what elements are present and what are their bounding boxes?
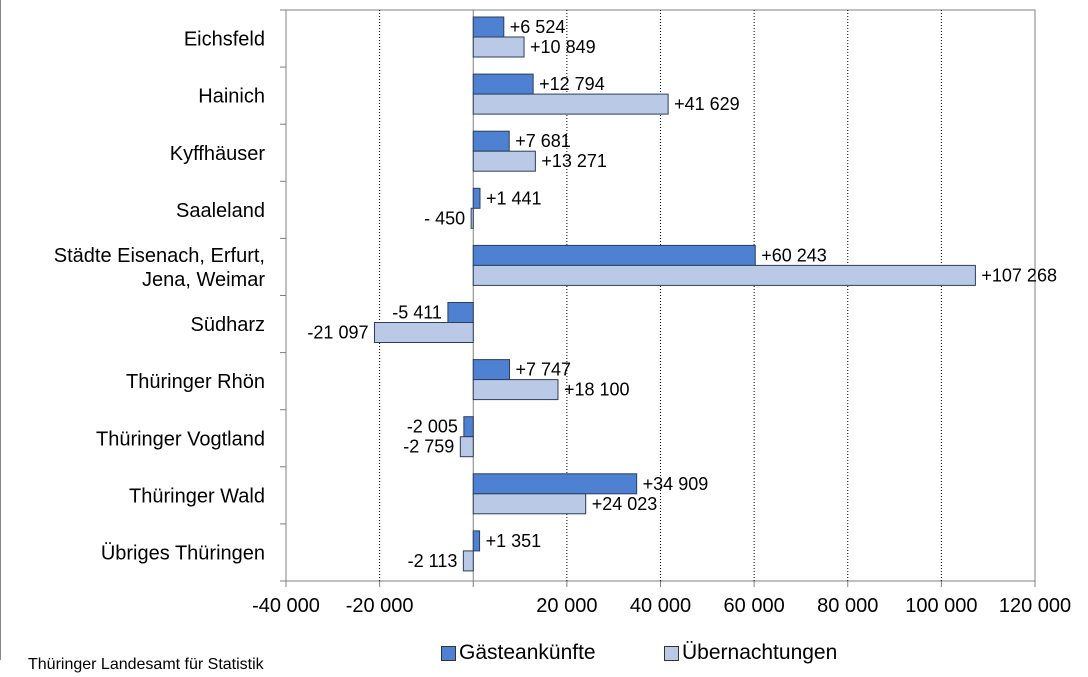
category-label-1: Hainich [198,86,265,108]
bar-s2-c2 [472,150,536,172]
data-label-s2-c5: -21 097 [307,323,368,343]
data-label-s1-c6: +7 747 [516,360,572,380]
bar-s2-c9 [462,550,474,572]
category-label-0: Eichsfeld [184,29,265,51]
bar-s1-c2 [472,130,510,152]
data-label-s2-c8: +24 023 [592,494,658,514]
x-tick-label-7: 100 000 [905,595,977,617]
data-label-s1-c1: +12 794 [539,74,605,94]
category-label-4-line-1: Jena, Weimar [142,269,265,291]
x-tick-label-0: -40 000 [252,595,320,617]
x-tick-label-5: 60 000 [724,595,785,617]
legend-swatch-series2 [664,645,679,661]
x-tick-label-6: 80 000 [817,595,878,617]
data-label-s2-c9: -2 113 [408,551,458,571]
data-label-s1-c8: +34 909 [643,474,709,494]
bar-s1-c7 [463,416,474,438]
data-label-s2-c0: +10 849 [530,37,596,57]
x-tick-label-8: 120 000 [999,595,1071,617]
data-label-s1-c2: +7 681 [515,131,571,151]
bar-s1-c9 [472,530,481,552]
category-label-4-line-0: Städte Eisenach, Erfurt, [54,245,265,267]
bar-s2-c6 [472,379,559,401]
data-label-s1-c3: +1 441 [486,188,542,208]
bar-s2-c5 [373,322,474,343]
data-label-s2-c6: +18 100 [564,380,630,400]
bar-s2-c1 [472,93,669,115]
bar-s1-c4 [472,244,756,266]
category-label-3: Saaleland [176,200,265,222]
data-label-s1-c4: +60 243 [761,245,827,265]
data-label-s2-c2: +13 271 [541,151,607,171]
bar-s1-c1 [472,73,534,95]
legend-label-series2: Übernachtungen [682,641,838,664]
data-label-s2-c7: -2 759 [403,437,454,457]
bar-s1-c5 [447,302,474,323]
x-tick-label-1: -20 000 [346,595,414,617]
data-label-s1-c5: -5 411 [392,303,442,323]
category-label-2: Kyffhäuser [170,143,266,165]
legend-item-guest-arrivals: Gästeankünfte [441,641,596,665]
bar-s1-c6 [472,359,511,381]
chart-frame-edge [0,0,1,660]
bar-s1-c8 [472,473,638,495]
data-label-s1-c0: +6 524 [510,17,566,37]
x-tick-label-4: 40 000 [630,595,691,617]
legend-item-overnight-stays: Übernachtungen [664,641,837,665]
bar-s2-c4 [472,264,976,286]
category-label-7: Thüringer Vogtland [96,428,265,450]
category-label-8: Thüringer Wald [129,485,265,507]
data-label-s1-c9: +1 351 [486,531,542,551]
category-label-9: Übriges Thüringen [101,542,265,564]
category-label-5: Südharz [191,314,266,336]
legend-label-series1: Gästeankünfte [459,641,596,664]
source-note: Thüringer Landesamt für Statistik [28,656,264,673]
category-label-6: Thüringer Rhön [126,371,265,393]
data-label-s2-c4: +107 268 [981,265,1057,285]
data-label-s1-c7: -2 005 [407,417,458,437]
bar-s2-c8 [472,493,587,515]
bar-s1-c0 [472,16,505,38]
bar-s2-c7 [459,436,474,458]
bar-s1-c3 [472,187,481,209]
legend-swatch-series1 [441,645,456,661]
data-label-s2-c3: - 450 [424,208,465,228]
bar-s2-c0 [472,36,525,58]
data-label-s2-c1: +41 629 [674,94,740,114]
bar-s2-c3 [470,207,474,229]
x-tick-label-3: 20 000 [536,595,597,617]
